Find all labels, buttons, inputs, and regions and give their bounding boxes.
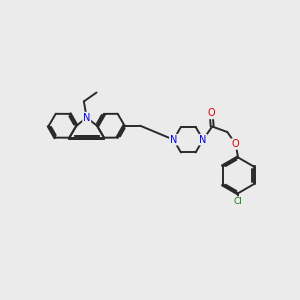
Text: N: N: [83, 112, 90, 123]
Text: N: N: [199, 135, 207, 145]
Text: O: O: [207, 108, 215, 118]
Text: N: N: [170, 135, 177, 145]
Text: O: O: [232, 139, 239, 149]
Text: Cl: Cl: [234, 197, 242, 206]
